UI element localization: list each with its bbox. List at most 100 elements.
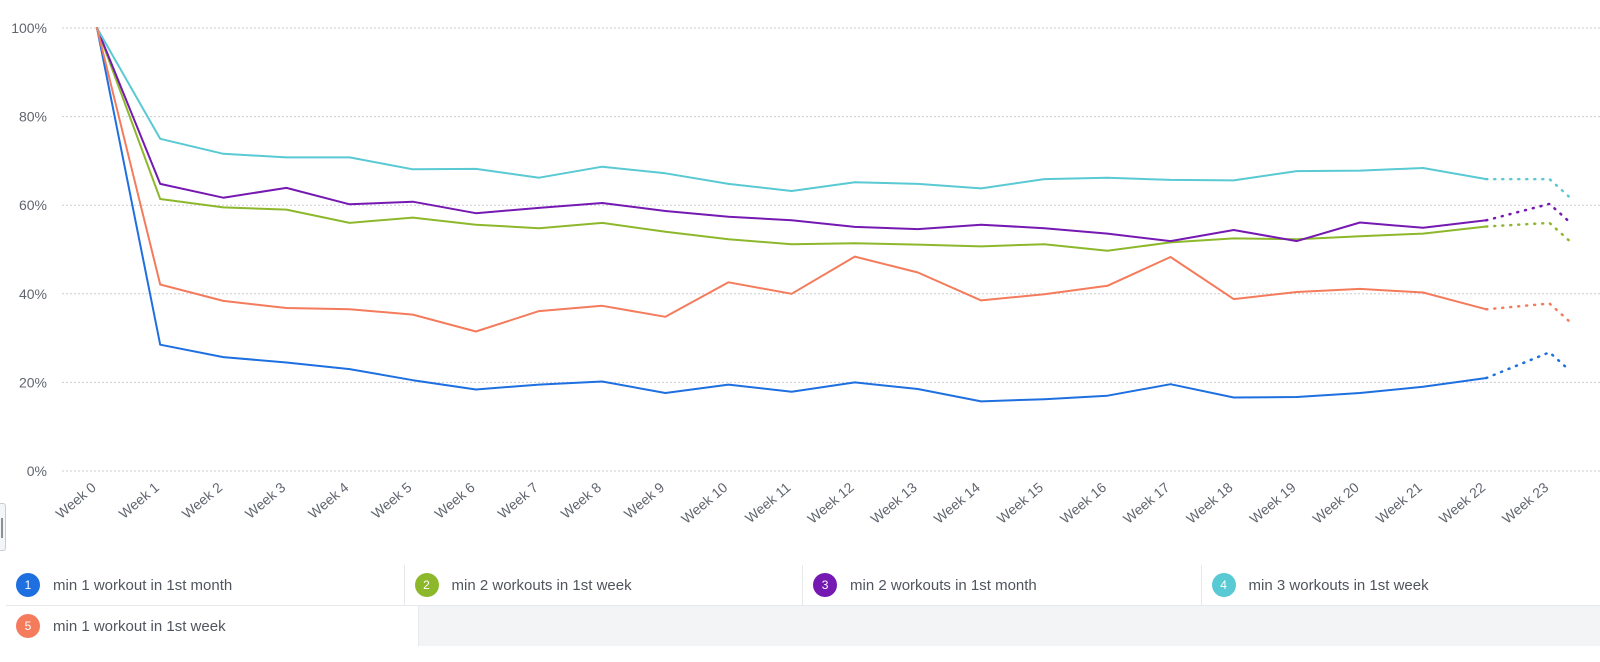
x-tick-label: Week 17 [1120, 479, 1173, 527]
data-point [1422, 232, 1424, 235]
data-point [1296, 291, 1298, 293]
data-point [1485, 308, 1488, 311]
data-point [475, 212, 477, 214]
series-lines [96, 27, 1571, 403]
y-tick-label: 60% [19, 197, 47, 213]
x-tick-label: Week 22 [1436, 479, 1489, 527]
data-point [411, 379, 414, 381]
legend-empty-space [419, 606, 1600, 646]
series-line-3 [96, 27, 1488, 243]
data-point [538, 176, 540, 179]
data-point [285, 208, 288, 211]
data-point [790, 190, 793, 192]
data-point [917, 243, 919, 246]
data-point [538, 383, 540, 386]
data-point [1359, 221, 1361, 224]
data-point [1359, 392, 1361, 394]
data-point [538, 310, 540, 312]
data-point [1422, 386, 1424, 388]
data-point [1296, 240, 1298, 242]
data-point [917, 228, 919, 230]
legend-badge-5: 5 [16, 614, 40, 638]
legend-badge-3: 3 [813, 573, 838, 597]
data-point [222, 196, 225, 199]
legend-badge-1: 1 [16, 573, 40, 597]
data-point [348, 368, 351, 370]
x-tick-label: Week 4 [305, 479, 352, 522]
series-1 [96, 27, 1571, 403]
data-point [790, 293, 793, 295]
data-point [980, 245, 982, 248]
legend-label-1: min 1 workout in 1st month [53, 576, 233, 594]
data-point [411, 313, 414, 316]
data-point [917, 271, 919, 274]
data-point [980, 400, 982, 403]
data-point [1232, 229, 1235, 231]
collapse-handle[interactable] [0, 503, 6, 551]
data-point [1359, 169, 1361, 172]
data-point [980, 299, 982, 302]
x-tick-label: Week 7 [495, 479, 542, 522]
series-line-4 [96, 27, 1488, 192]
data-point [1169, 256, 1172, 258]
data-point [790, 219, 793, 222]
x-tick-label: Week 11 [742, 479, 794, 526]
series-line-5 [96, 27, 1488, 333]
series-5 [96, 27, 1571, 333]
data-point [285, 361, 288, 364]
series-4 [96, 27, 1571, 199]
y-tick-label: 100% [11, 20, 47, 36]
data-point [1485, 225, 1488, 228]
series-3 [96, 27, 1571, 243]
data-point [727, 238, 730, 241]
data-point [1043, 293, 1046, 296]
x-tick-label: Week 2 [179, 479, 226, 522]
data-point [1106, 232, 1109, 235]
y-tick-label: 80% [19, 109, 47, 125]
data-point [475, 330, 477, 333]
data-point [854, 226, 856, 228]
legend-item-series-4[interactable]: 4 min 3 workouts in 1st week [1202, 565, 1600, 605]
legend-label-4: min 3 workouts in 1st week [1248, 576, 1429, 594]
legend-label-5: min 1 workout in 1st week [53, 617, 226, 635]
legend-item-series-5[interactable]: 5 min 1 workout in 1st week [6, 606, 419, 646]
data-point [1359, 235, 1361, 238]
data-point [1232, 237, 1235, 240]
series-line-1 [96, 27, 1488, 403]
data-point [1296, 396, 1298, 398]
data-point [222, 300, 225, 302]
data-point [790, 243, 793, 245]
legend-label-2: min 2 workouts in 1st week [451, 576, 632, 594]
data-point [1359, 288, 1361, 290]
series-line-2 [96, 27, 1488, 252]
x-tick-label: Week 6 [431, 479, 478, 522]
x-tick-label: Week 21 [1373, 479, 1426, 527]
chart-legend: 1 min 1 workout in 1st month 2 min 2 wor… [6, 565, 1600, 647]
data-point [348, 203, 351, 206]
series-projection-2 [1485, 221, 1571, 243]
x-tick-label: Week 23 [1499, 479, 1552, 527]
data-point [96, 27, 98, 29]
data-point [411, 168, 414, 171]
data-point [285, 187, 288, 189]
x-tick-label: Week 15 [994, 479, 1047, 527]
data-point [222, 206, 225, 209]
x-tick-label: Week 1 [116, 479, 163, 522]
legend-item-series-1[interactable]: 1 min 1 workout in 1st month [6, 565, 405, 605]
data-point [1232, 179, 1235, 182]
x-tick-label: Week 5 [368, 479, 415, 522]
legend-item-series-3[interactable]: 3 min 2 workouts in 1st month [803, 565, 1202, 605]
series-projection-1 [1485, 350, 1571, 380]
data-point [854, 242, 856, 245]
data-point [1422, 226, 1424, 229]
x-tick-label: Week 13 [867, 479, 920, 527]
x-axis-ticks: Week 0 Week 1 Week 2 Week 3 Week 4 Week 5 Week… [52, 479, 1551, 527]
legend-item-series-2[interactable]: 2 min 2 workouts in 1st week [405, 565, 804, 605]
data-point [1106, 394, 1109, 397]
y-tick-label: 40% [19, 286, 47, 302]
data-point [1043, 398, 1046, 401]
data-point [664, 392, 667, 394]
data-point [854, 381, 856, 384]
data-point [159, 198, 161, 200]
x-tick-label: Week 16 [1057, 479, 1110, 527]
